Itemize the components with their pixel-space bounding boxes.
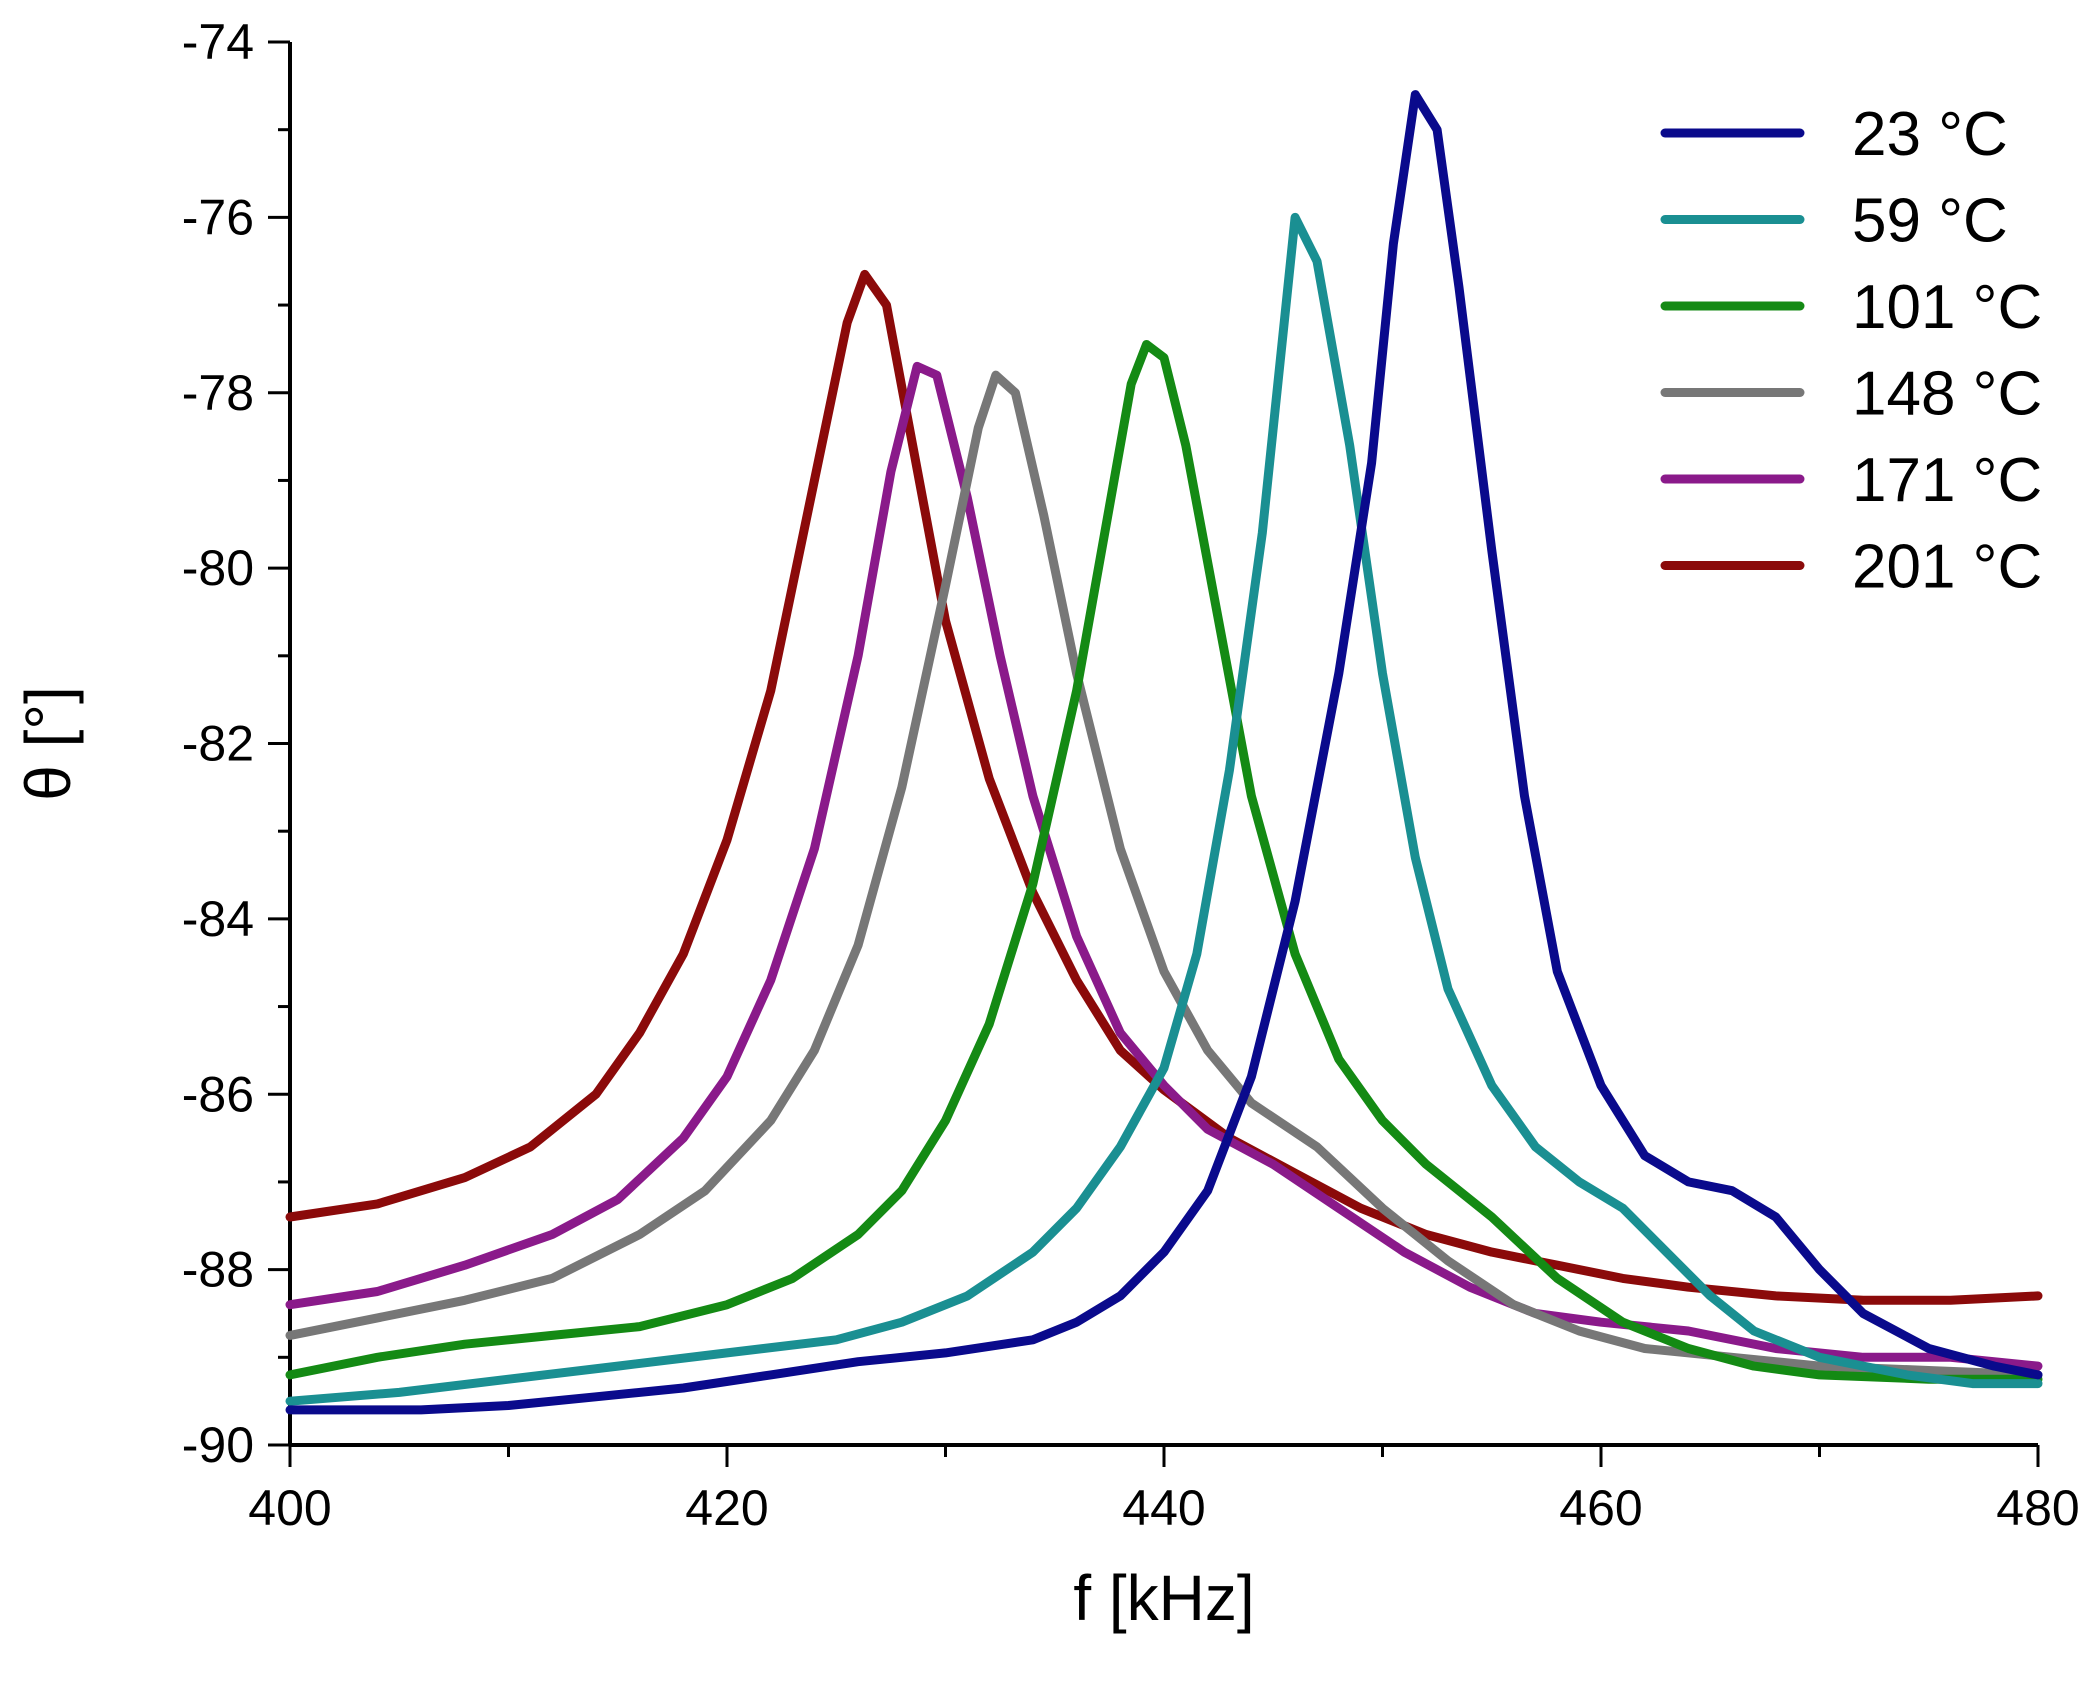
legend-label: 171 °C [1852, 446, 2042, 515]
y-axis-title: θ [°] [12, 686, 84, 801]
series-line-2 [285, 212, 2043, 1406]
y-tick-label: -82 [182, 716, 254, 772]
legend-label: 101 °C [1852, 273, 2042, 342]
y-tick-label: -78 [182, 365, 254, 421]
y-tick-label: -80 [182, 540, 254, 596]
y-tick-label: -84 [182, 891, 254, 947]
y-tick-label: -90 [182, 1417, 254, 1473]
x-tick-label: 460 [1559, 1480, 1642, 1536]
legend-label: 23 °C [1852, 100, 2008, 169]
series-line-1 [285, 90, 2043, 1415]
y-tick-label: -86 [182, 1066, 254, 1122]
x-tick-label: 400 [248, 1480, 331, 1536]
series-lines [285, 90, 2043, 1415]
ticks: 400 420 440 460 480 -90 -88 -86 -84 -82 -80 -78 -76 -… [182, 14, 2080, 1536]
y-tick-label: -88 [182, 1242, 254, 1298]
x-tick-label: 420 [685, 1480, 768, 1536]
legend-label: 201 °C [1852, 533, 2042, 602]
x-tick-label: 480 [1996, 1480, 2079, 1536]
series-line-6 [285, 269, 2043, 1305]
series-line-3 [285, 340, 2043, 1384]
x-axis-title: f [kHz] [1073, 1562, 1254, 1634]
x-tick-label: 440 [1122, 1480, 1205, 1536]
y-tick-label: -74 [182, 14, 254, 70]
legend: 23 °C 59 °C 101 °C 148 °C 171 °C 201 °C [1660, 100, 2042, 602]
series-line-4 [285, 370, 2043, 1380]
series-line-5 [285, 361, 2043, 1371]
legend-label: 148 °C [1852, 360, 2042, 429]
legend-label: 59 °C [1852, 187, 2008, 256]
y-tick-label: -76 [182, 189, 254, 245]
